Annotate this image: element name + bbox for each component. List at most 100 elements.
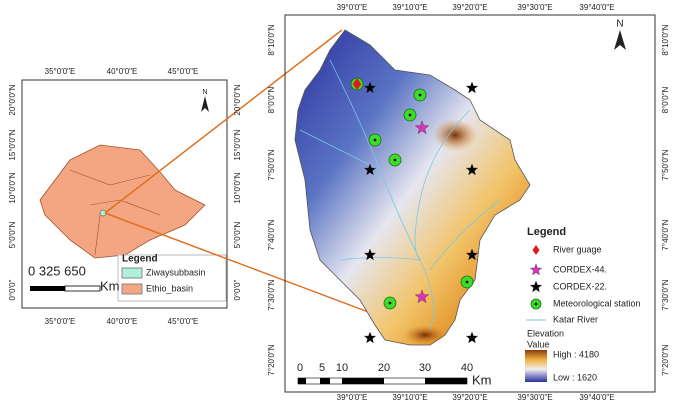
connector-line xyxy=(104,29,343,214)
met-station xyxy=(465,280,469,284)
legend-item: High : 4180 xyxy=(553,349,599,359)
latitude-label: 10°0'0"N xyxy=(233,172,242,203)
legend-item: Meteorological station xyxy=(553,298,641,308)
longitude-label: 40°0'0"E xyxy=(107,67,138,76)
scale-label: 0 325 650 xyxy=(28,263,86,278)
met-station xyxy=(393,158,397,162)
north-label: N xyxy=(202,89,207,96)
north-arrow xyxy=(614,30,626,50)
longitude-label: 39°30'0"E xyxy=(517,3,552,12)
legend-item: CORDEX-22. xyxy=(553,281,607,291)
north-label: N xyxy=(616,19,623,30)
latitude-label: 7°50'0"N xyxy=(661,149,670,180)
latitude-label: 0°0'0" xyxy=(8,279,17,300)
ethiopia-basins xyxy=(39,144,206,259)
main-map xyxy=(284,14,656,393)
legend-item: Ethio_basin xyxy=(146,283,193,293)
latitude-label: 7°40'0"N xyxy=(661,219,670,250)
met-station xyxy=(388,301,392,305)
longitude-label: 39°20'0"E xyxy=(452,3,487,12)
legend-symbol xyxy=(529,280,543,293)
longitude-label: 39°40'0"E xyxy=(579,3,614,12)
cordex-22-point xyxy=(465,331,479,344)
latitude-label: 15°0'0"N xyxy=(8,129,17,160)
scale-label: 0 xyxy=(297,362,303,374)
legend-title: Legend xyxy=(527,226,566,238)
legend-title: Legend xyxy=(122,254,158,265)
scale-label: 30 xyxy=(419,362,431,374)
scale-bar xyxy=(30,286,65,291)
highland xyxy=(433,119,477,151)
legend-item: CORDEX-44. xyxy=(553,264,607,274)
longitude-label: 39°0'0"E xyxy=(337,393,368,402)
longitude-label: 35°0'0"E xyxy=(45,67,76,76)
scale-bar xyxy=(64,285,101,292)
latitude-label: 0°0'0" xyxy=(233,279,242,300)
legend-item: River guage xyxy=(553,244,602,254)
longitude-label: 39°0'0"E xyxy=(337,3,368,12)
met-station xyxy=(418,93,422,97)
cordex-22-point xyxy=(465,248,479,261)
scale-label: 40 xyxy=(461,362,473,374)
latitude-label: 10°0'0"N xyxy=(8,172,17,203)
longitude-label: 45°0'0"E xyxy=(168,67,199,76)
latitude-label: 8°0'0"N xyxy=(661,86,670,113)
legend-symbol xyxy=(532,245,540,255)
legend-item: Ziwaysubbasin xyxy=(146,267,206,277)
scale-bar xyxy=(342,378,384,384)
legend-item: Elevation xyxy=(527,328,564,338)
scale-label: 20 xyxy=(378,362,390,374)
basin-boundaries xyxy=(69,169,161,256)
longitude-label: 39°40'0"E xyxy=(579,393,614,402)
latitude-label: 7°40'0"N xyxy=(267,219,276,250)
legend-symbol xyxy=(534,302,538,306)
scale-label: 10 xyxy=(336,362,348,374)
main-frame xyxy=(284,14,656,393)
legend-swatch xyxy=(121,283,143,295)
longitude-label: 39°30'0"E xyxy=(517,393,552,402)
cordex-22-point xyxy=(363,331,377,344)
legend-item: Value xyxy=(527,339,549,349)
longitude-label: 45°0'0"E xyxy=(168,317,199,326)
latitude-label: 5°0'0"N xyxy=(8,221,17,248)
connector-line xyxy=(104,212,396,323)
latitude-label: 7°30'0"N xyxy=(267,279,276,310)
latitude-label: 7°50'0"N xyxy=(267,149,276,180)
latitude-label: 20°0'0"N xyxy=(8,84,17,115)
cordex-22-point xyxy=(363,248,377,261)
legend-item: Low : 1620 xyxy=(553,372,597,382)
scale-unit: Km xyxy=(100,278,120,293)
longitude-label: 39°10'0"E xyxy=(392,3,427,12)
latitude-label: 7°20'0"N xyxy=(661,344,670,375)
longitude-label: 35°0'0"E xyxy=(45,317,76,326)
met-station xyxy=(373,138,377,142)
scale-label: 5 xyxy=(319,362,325,374)
inset-map xyxy=(21,79,228,309)
scale-bar xyxy=(320,378,330,384)
legend-symbol xyxy=(529,263,543,276)
latitude-label: 8°10'0"N xyxy=(267,24,276,55)
cordex-22-point xyxy=(465,163,479,176)
longitude-label: 40°0'0"E xyxy=(107,317,138,326)
scale-bar xyxy=(298,378,306,384)
legend-item: Katar River xyxy=(553,314,598,324)
latitude-label: 20°0'0"N xyxy=(233,84,242,115)
longitude-label: 39°10'0"E xyxy=(392,393,427,402)
latitude-label: 15°0'0"N xyxy=(233,129,242,160)
latitude-label: 8°0'0"N xyxy=(267,86,276,113)
latitude-label: 5°0'0"N xyxy=(233,221,242,248)
cordex-22-point xyxy=(363,163,377,176)
scale-unit: Km xyxy=(472,372,492,387)
river-gauge xyxy=(352,78,362,90)
met-station xyxy=(408,113,412,117)
latitude-label: 8°10'0"N xyxy=(661,24,670,55)
scale-bar xyxy=(425,378,467,384)
latitude-label: 7°30'0"N xyxy=(661,279,670,310)
highland xyxy=(403,325,447,345)
cordex-44-point xyxy=(414,289,430,304)
latitude-label: 7°20'0"N xyxy=(267,344,276,375)
cordex-44-point xyxy=(414,120,430,135)
longitude-label: 39°20'0"E xyxy=(452,393,487,402)
north-arrow xyxy=(201,96,209,112)
